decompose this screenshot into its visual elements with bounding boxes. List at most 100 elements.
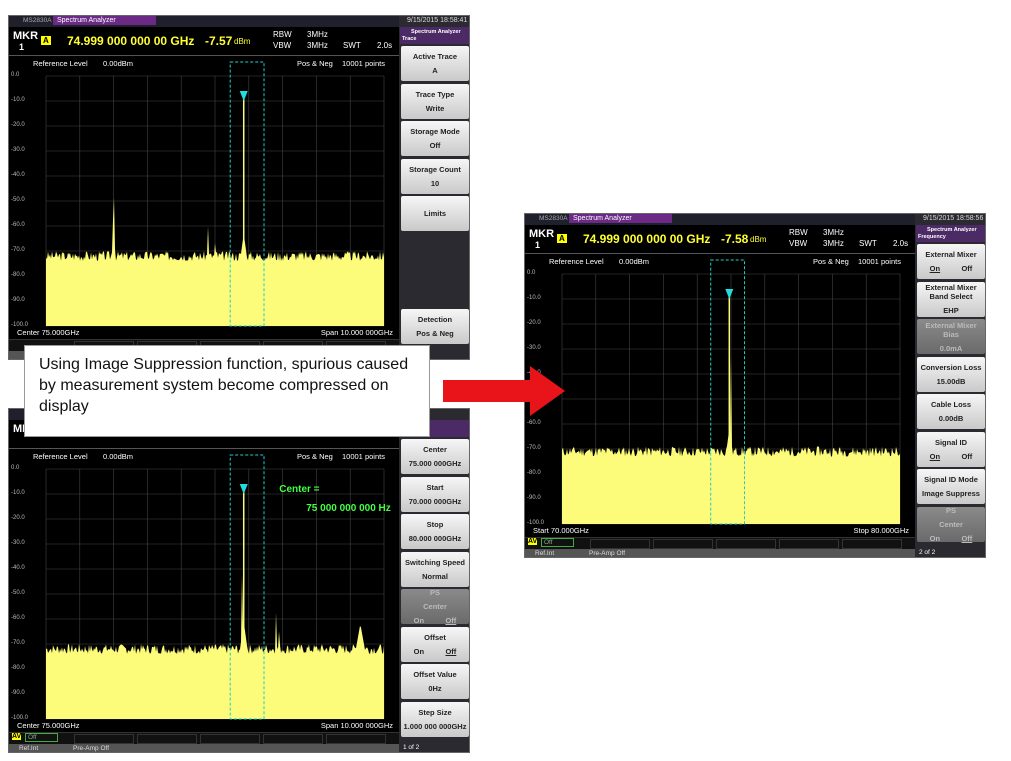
menu-button[interactable]: Trace Type Write [401, 83, 469, 119]
ref-level-label: Reference Level [33, 59, 88, 68]
vbw: 3MHz [307, 41, 328, 50]
marker-slot [590, 539, 650, 549]
level-unit: dBm [750, 235, 767, 244]
status-trace: AV [528, 538, 538, 545]
rbw: 3MHz [823, 228, 844, 237]
y-tick-label: -30.0 [11, 147, 25, 153]
marker-slot [137, 734, 197, 744]
y-tick-label: -40.0 [527, 370, 541, 376]
marker-number: 1 [19, 42, 25, 52]
menu-label: Switching Speed [404, 557, 465, 567]
menu-button[interactable]: Detection Pos & Neg [401, 308, 469, 344]
menu-button[interactable]: Signal ID Mode Image Suppress [917, 469, 985, 504]
title-bar [525, 214, 985, 225]
menu-button[interactable]: Storage Count 10 [401, 158, 469, 194]
y-tick-label: -60.0 [11, 615, 25, 621]
status-bar [525, 537, 915, 549]
status-bar [9, 732, 399, 744]
marker-slot [842, 539, 902, 549]
marker-triangle [725, 289, 734, 299]
menu-button[interactable]: Stop 80.000 000GHz [401, 514, 469, 549]
menu-button[interactable]: Offset Value 0Hz [401, 664, 469, 699]
spectrum-trace [562, 356, 900, 524]
menu-button[interactable]: Start 70.000 000GHz [401, 476, 469, 512]
menu-button[interactable]: Conversion Loss 15.00dB [917, 356, 985, 392]
annotation: Center = [279, 484, 320, 495]
y-tick-label: -70.0 [11, 640, 25, 646]
menu-value: 0Hz [428, 684, 442, 693]
menu-button[interactable]: Switching Speed Normal [401, 551, 469, 587]
y-tick-label: -50.0 [11, 197, 25, 203]
page-indicator: 2 of 2 [919, 549, 936, 556]
analyzer-screen: MS2830A Spectrum Analyzer 9/15/2015 18:58:… [524, 213, 986, 558]
marker-slot [74, 734, 134, 744]
menu-button[interactable]: External Mixer On Off [917, 244, 985, 279]
menu-button[interactable]: Active Trace A [401, 46, 469, 81]
status-value: Off [25, 733, 58, 742]
status-trace: AV [12, 733, 22, 740]
y-tick-label: 0.0 [11, 465, 20, 471]
spectrum-plot [45, 61, 385, 327]
title-bar [9, 16, 469, 27]
level-unit: dBm [234, 37, 251, 46]
menu-button[interactable]: Center 75.000 000GHz [401, 439, 469, 474]
y-tick-label: -70.0 [527, 445, 541, 451]
menu-options: On Off [403, 616, 467, 625]
menu-button[interactable]: Storage Mode Off [401, 121, 469, 156]
menu-label: Limits [423, 209, 447, 218]
menu-label: Start [426, 482, 444, 492]
header-rule [525, 253, 915, 254]
menu-value: 1.000 000 000GHz [403, 721, 467, 731]
y-tick-label: -80.0 [527, 470, 541, 476]
marker-slot [716, 539, 776, 549]
menu-button[interactable]: External Mixer Band Select EHP [917, 281, 985, 317]
rbw: 3MHz [307, 30, 328, 39]
ref-level-label: Reference Level [33, 452, 88, 461]
marker-trace: A [557, 234, 567, 243]
menu-value: 75.000 000GHz [408, 459, 462, 468]
annotation: 75 000 000 000 Hz [306, 502, 391, 514]
menu-value: Image Suppress [922, 489, 980, 498]
footer-right: Span 10.000 000GHz [320, 328, 393, 337]
spectrum-plot [45, 454, 385, 720]
marker-frequency: 74.999 000 000 00 GHz [583, 232, 711, 246]
menu-options: On Off [919, 452, 983, 461]
menu-button: PS Center On Off [917, 505, 985, 543]
y-tick-label: -100.0 [11, 715, 29, 721]
window-title: Spectrum Analyzer [569, 214, 672, 223]
menu-button[interactable]: Offset On Off [401, 626, 469, 662]
page-indicator: 1 of 2 [403, 744, 420, 751]
y-tick-label: -80.0 [11, 665, 25, 671]
analyzer-screen: 3:58:26a AnalyzerMKReference Level0.00dB… [8, 408, 470, 753]
menu-label: Stop [426, 520, 444, 529]
y-tick-label: -60.0 [527, 420, 541, 426]
swt-label: SWT [343, 41, 361, 50]
marker-triangle [239, 91, 248, 101]
menu-value: 80.000 000GHz [408, 534, 462, 543]
menu-label: External Mixer Band Select [925, 283, 977, 301]
menu-value: 70.000 000GHz [408, 496, 462, 506]
y-tick-label: -50.0 [527, 395, 541, 401]
marker-slot [326, 734, 386, 744]
y-tick-label: 0.0 [11, 72, 20, 78]
menu-button[interactable]: Signal ID On Off [917, 431, 985, 467]
model: MS2830A [23, 17, 52, 24]
model: MS2830A [539, 215, 568, 222]
menu-label: Detection [417, 314, 453, 324]
points: 10001 points [342, 59, 385, 68]
menu-header [916, 225, 985, 242]
y-tick-label: -20.0 [11, 515, 25, 521]
status-bar-2 [525, 549, 915, 557]
menu-label: Offset Value [413, 670, 457, 679]
menu-label: Signal ID Mode [924, 475, 978, 484]
menu-label: PS [945, 505, 956, 515]
menu-button[interactable]: Limits [401, 196, 469, 231]
menu-app: Spectrum Analyzer [411, 29, 461, 35]
menu-button[interactable]: Step Size 1.000 000 000GHz [401, 701, 469, 737]
menu-value: Normal [422, 571, 448, 581]
footer-left: Center 75.000GHz [17, 721, 80, 730]
menu-button[interactable]: Cable Loss 0.00dB [917, 394, 985, 429]
spectrum-trace [46, 197, 384, 326]
status-preamp: Pre-Amp Off [589, 550, 626, 557]
ref-level: 0.00dBm [103, 59, 134, 68]
